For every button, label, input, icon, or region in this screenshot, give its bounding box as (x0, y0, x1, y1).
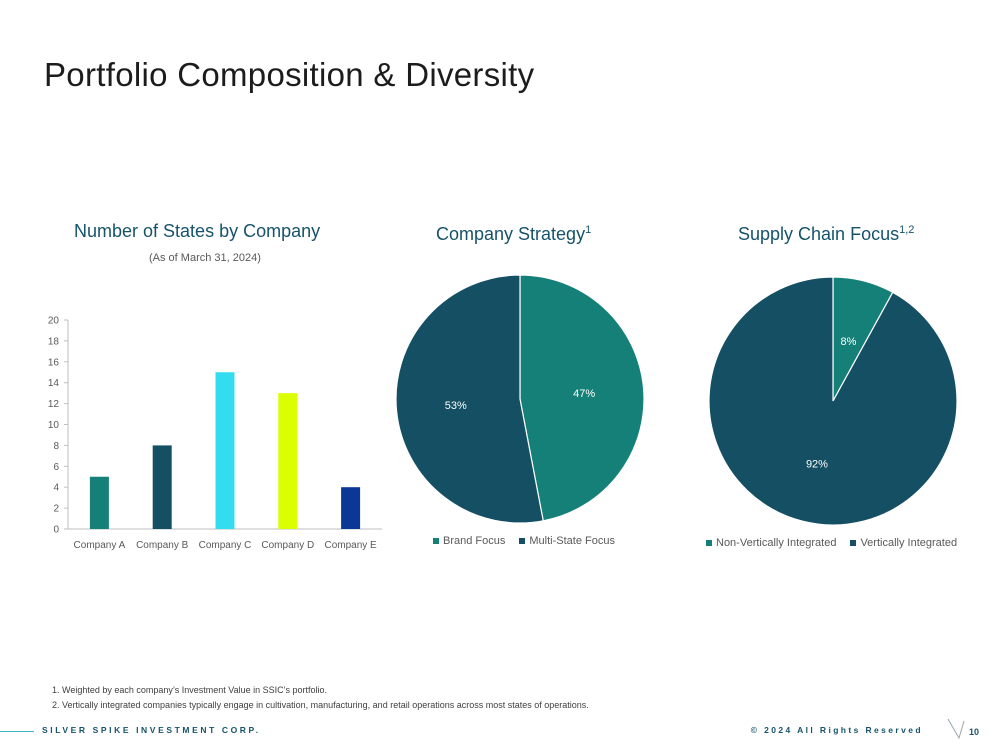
bar-company-c (215, 372, 235, 529)
x-tick-label: Company C (199, 540, 252, 551)
pie-slice-vertically-integrated (708, 276, 958, 526)
legend-item-multi-state-focus: Multi-State Focus (519, 535, 615, 547)
footer-company-name: SILVER SPIKE INVESTMENT CORP. (42, 725, 261, 735)
strategy-legend: Brand Focus Multi-State Focus (433, 535, 615, 547)
x-tick-label: Company B (136, 540, 189, 551)
legend-item-non-vertically-integrated: Non-Vertically Integrated (706, 537, 836, 549)
supply-chain-footnote-ref: 1,2 (899, 224, 915, 236)
y-tick-label: 0 (53, 525, 59, 536)
page-title: Portfolio Composition & Diversity (44, 56, 535, 93)
pie-data-label: 53% (445, 400, 467, 412)
y-tick-label: 4 (53, 483, 59, 494)
legend-item-vertically-integrated: Vertically Integrated (850, 537, 957, 549)
supply-chain-pie-chart: 8% 92% (708, 276, 958, 526)
x-tick-label: Company D (261, 540, 314, 551)
legend-swatch (706, 540, 712, 546)
pie-data-label: 8% (840, 336, 856, 348)
pie-data-label: 47% (573, 388, 595, 400)
y-tick-label: 18 (48, 336, 60, 347)
supply-chain-chart-title: Supply Chain Focus1,2 (738, 224, 914, 245)
supply-chain-legend: Non-Vertically Integrated Vertically Int… (706, 537, 957, 549)
supply-chain-chart-title-text: Supply Chain Focus (738, 224, 900, 244)
pie-data-label: 92% (806, 458, 828, 470)
footnote-2: 2. Vertically integrated companies typic… (52, 700, 589, 710)
bar-chart: 0 2 4 6 8 10 12 14 16 18 20 Company A Company B Compa… (48, 316, 382, 551)
y-tick-label: 6 (53, 462, 59, 473)
y-tick-label: 2 (53, 504, 59, 515)
corner-mark-icon (947, 718, 965, 740)
legend-label: Non-Vertically Integrated (716, 537, 837, 549)
bar-company-b (152, 445, 172, 529)
footer-accent-line (0, 731, 34, 732)
legend-swatch (433, 538, 439, 544)
legend-label: Vertically Integrated (860, 537, 958, 549)
strategy-footnote-ref: 1 (585, 224, 592, 236)
pie-slice-brand-focus (519, 274, 645, 522)
footnote-1: 1. Weighted by each company’s Investment… (52, 685, 327, 695)
legend-swatch (519, 538, 526, 544)
y-tick-label: 8 (53, 441, 59, 452)
strategy-pie-chart: 47% 53% (395, 274, 645, 524)
legend-item-brand-focus: Brand Focus (433, 535, 505, 547)
pie-slice-multi-state-focus (395, 274, 544, 524)
page-number: 10 (969, 727, 980, 737)
footnotes: 1. Weighted by each company’s Investment… (52, 683, 589, 713)
y-tick-label: 12 (48, 399, 60, 410)
y-tick-label: 20 (48, 316, 60, 327)
legend-label: Brand Focus (443, 535, 506, 547)
y-tick-label: 10 (48, 420, 60, 431)
bar-company-a (89, 476, 109, 529)
legend-swatch (850, 540, 857, 546)
y-tick-label: 16 (48, 357, 60, 368)
y-tick-label: 14 (48, 378, 60, 389)
strategy-chart-title-text: Company Strategy (436, 224, 586, 244)
bar-company-d (278, 393, 298, 529)
bar-chart-subtitle: (As of March 31, 2024) (149, 252, 261, 264)
x-tick-label: Company A (74, 540, 126, 551)
footer-copyright: © 2024 All Rights Reserved (750, 725, 923, 735)
legend-label: Multi-State Focus (529, 535, 615, 547)
bar-chart-title: Number of States by Company (74, 221, 321, 241)
bar-company-e (341, 487, 361, 529)
x-tick-label: Company E (324, 540, 377, 551)
strategy-chart-title: Company Strategy1 (436, 224, 591, 245)
